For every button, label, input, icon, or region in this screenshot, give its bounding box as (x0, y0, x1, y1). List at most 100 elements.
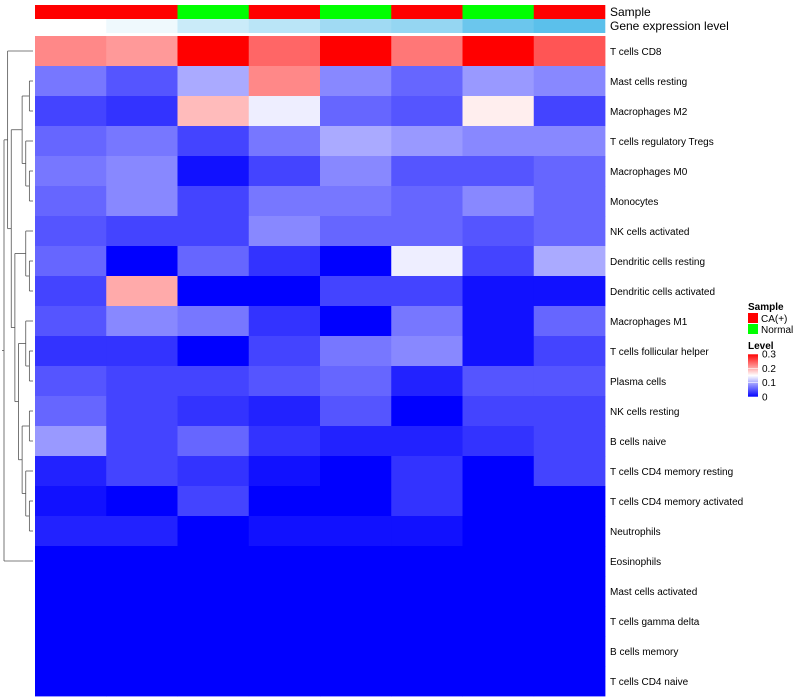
heatmap-cell (35, 96, 107, 127)
heatmap-cell (177, 36, 250, 67)
row-label: NK cells resting (610, 407, 679, 418)
legend-level-tick-label: 0 (762, 393, 768, 404)
annotation-row-label: Sample (610, 5, 651, 19)
heatmap-cell (462, 336, 535, 367)
heatmap-cell (391, 456, 463, 487)
heatmap-cell (35, 516, 107, 547)
heatmap-cell (533, 336, 606, 367)
heatmap-cell (391, 426, 463, 457)
row-label: T cells CD4 naive (610, 677, 689, 688)
heatmap-cell (248, 96, 321, 127)
heatmap-cell (106, 276, 178, 307)
heatmap-cell (35, 306, 107, 337)
row-label: T cells regulatory Tregs (610, 137, 714, 148)
heatmap-cell (177, 336, 250, 367)
heatmap-cell (462, 246, 535, 277)
heatmap-cell (248, 246, 321, 277)
heatmap-cell (533, 666, 606, 697)
legend-level-ticks: 0.3 0.2 0.1 0 (748, 350, 776, 404)
heatmap-cell (106, 126, 178, 157)
heatmap-cell (248, 606, 321, 637)
sample-annotation-cell (391, 5, 463, 19)
heatmap-cell (177, 366, 250, 397)
heatmap-cell (106, 96, 178, 127)
legend-sample-entries: CA(+)Normal (748, 313, 793, 336)
heatmap-cell (462, 636, 535, 667)
heatmap-cell (533, 366, 606, 397)
heatmap-cell (177, 606, 250, 637)
heatmap-cell (533, 426, 606, 457)
heatmap-cells (35, 36, 606, 697)
heatmap-cell (533, 66, 606, 97)
heatmap-cell (35, 396, 107, 427)
sample-annotation-cell (533, 5, 606, 19)
heatmap-cell (391, 306, 463, 337)
heatmap-cell (533, 576, 606, 607)
heatmap-cell (462, 96, 535, 127)
heatmap-cell (177, 276, 250, 307)
row-label: Monocytes (610, 197, 658, 208)
heatmap-cell (177, 426, 250, 457)
heatmap-cell (391, 36, 463, 67)
heatmap-cell (248, 456, 321, 487)
heatmap-cell (248, 216, 321, 247)
heatmap-cell (35, 366, 107, 397)
heatmap-cell (533, 396, 606, 427)
heatmap-cell (533, 36, 606, 67)
heatmap-cell (177, 546, 250, 577)
row-label: T cells CD8 (610, 47, 662, 58)
heatmap-cell (106, 396, 178, 427)
sample-annotation-cell (177, 5, 250, 19)
heatmap-cell (320, 666, 392, 697)
heatmap-cell (533, 306, 606, 337)
heatmap-cell (462, 306, 535, 337)
heatmap-cell (391, 666, 463, 697)
heatmap-cell (462, 576, 535, 607)
legend-sample-label: CA(+) (761, 314, 787, 325)
heatmap-cell (35, 156, 107, 187)
legend-level-title: Level (748, 341, 774, 352)
heatmap-cell (391, 216, 463, 247)
heatmap-cell (106, 636, 178, 667)
heatmap-cell (320, 36, 392, 67)
heatmap-cell (462, 666, 535, 697)
heatmap-cell (320, 426, 392, 457)
sample-annotation-cell (248, 5, 321, 19)
heatmap-cell (320, 576, 392, 607)
heatmap-cell (106, 186, 178, 217)
expression-annotation-cell (177, 19, 250, 33)
heatmap-cell (248, 336, 321, 367)
heatmap-cell (320, 126, 392, 157)
heatmap-cell (320, 456, 392, 487)
row-label: Mast cells activated (610, 587, 697, 598)
heatmap-cell (391, 606, 463, 637)
heatmap-cell (391, 276, 463, 307)
heatmap-cell (391, 66, 463, 97)
heatmap-cell (320, 396, 392, 427)
legend-sample-swatch (748, 324, 758, 334)
heatmap-cell (106, 576, 178, 607)
heatmap-cell (248, 156, 321, 187)
heatmap-cell (35, 246, 107, 277)
heatmap-cell (533, 486, 606, 517)
heatmap-cell (106, 306, 178, 337)
row-label: Plasma cells (610, 377, 666, 388)
heatmap-cell (177, 486, 250, 517)
heatmap-cell (177, 246, 250, 277)
heatmap-cell (320, 96, 392, 127)
heatmap-cell (533, 216, 606, 247)
heatmap-cell (320, 606, 392, 637)
heatmap-cell (533, 186, 606, 217)
heatmap-cell (248, 636, 321, 667)
sample-annotation-cell (35, 5, 107, 19)
heatmap-cell (106, 486, 178, 517)
heatmap-cell (462, 516, 535, 547)
expression-annotation-cell (106, 19, 178, 33)
heatmap-cell (248, 126, 321, 157)
heatmap-cell (533, 156, 606, 187)
heatmap-cell (533, 516, 606, 547)
heatmap-cell (106, 336, 178, 367)
heatmap-cell (533, 126, 606, 157)
heatmap-cell (320, 306, 392, 337)
heatmap-cell (177, 666, 250, 697)
